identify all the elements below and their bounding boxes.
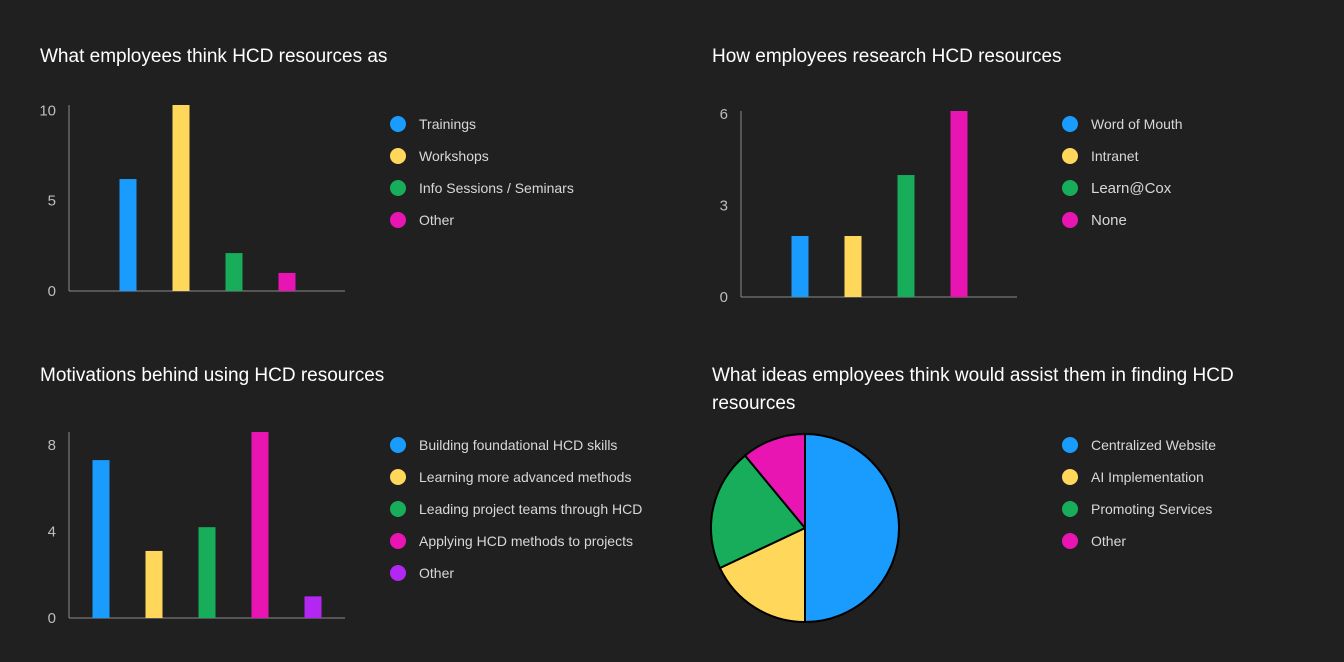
- legend-label: Applying HCD methods to projects: [419, 533, 633, 549]
- legend-label: Word of Mouth: [1091, 116, 1183, 132]
- legend-item-learn-at-cox: Learn@Cox: [1062, 172, 1183, 204]
- legend-item-advanced-methods: Learning more advanced methods: [390, 461, 642, 493]
- bar-info-sessions-seminars: [225, 253, 243, 291]
- legend-item-foundational-skills: Building foundational HCD skills: [390, 429, 642, 461]
- legend-item-centralized-website: Centralized Website: [1062, 429, 1216, 461]
- legend-item-promoting-services: Promoting Services: [1062, 493, 1216, 525]
- legend-label: Building foundational HCD skills: [419, 437, 618, 453]
- legend-swatch-purple: [390, 565, 406, 581]
- chart-panel-assist-ideas: What ideas employees think would assist …: [672, 331, 1344, 662]
- legend-swatch-magenta: [1062, 212, 1078, 228]
- legend-swatch-blue: [390, 116, 406, 132]
- chart-title: Motivations behind using HCD resources: [40, 365, 385, 386]
- legend-swatch-green: [390, 180, 406, 196]
- chart-legend: Centralized Website AI Implementation Pr…: [1062, 429, 1216, 557]
- bar-none: [950, 111, 968, 297]
- chart-panel-research-channels: How employees research HCD resources 0 3 6…: [672, 0, 1344, 331]
- y-tick-label: 4: [48, 523, 56, 540]
- bar-chart-motivations: 0 4 8: [48, 432, 345, 627]
- bar-intranet: [844, 236, 862, 297]
- legend-item-workshops: Workshops: [390, 140, 574, 172]
- pie-slice-promoting-services: [710, 454, 806, 570]
- legend-label: Other: [419, 565, 455, 581]
- legend-label: Other: [1091, 533, 1127, 549]
- y-tick-label: 6: [720, 106, 728, 123]
- pie-chart-assist-ideas: [710, 433, 900, 623]
- y-tick-label: 0: [48, 283, 56, 300]
- chart-legend: Building foundational HCD skills Learnin…: [390, 429, 642, 589]
- chart-legend: Trainings Workshops Info Sessions / Semi…: [390, 108, 574, 236]
- legend-item-applying-methods: Applying HCD methods to projects: [390, 525, 642, 557]
- bar-trainings: [119, 179, 137, 291]
- legend-swatch-green: [1062, 180, 1078, 196]
- legend-label: Centralized Website: [1091, 437, 1217, 453]
- legend-swatch-blue: [390, 437, 406, 453]
- bar-chart-research-channels: 0 3 6: [720, 106, 1017, 306]
- pie-slice-centralized-website: [804, 433, 900, 623]
- bar-applying-hcd-methods-to-projects: [251, 432, 269, 618]
- legend-label: AI Implementation: [1091, 469, 1204, 485]
- bar-other: [278, 272, 296, 291]
- y-tick-label: 3: [720, 198, 728, 215]
- legend-swatch-yellow: [1062, 469, 1078, 485]
- bar-chart-employee-perception: 0 5 10: [39, 102, 345, 300]
- legend-swatch-magenta: [1062, 533, 1078, 549]
- legend-swatch-green: [1062, 501, 1078, 517]
- chart-title: How employees research HCD resources: [712, 46, 1062, 67]
- legend-label: Trainings: [419, 116, 477, 132]
- legend-swatch-green: [390, 501, 406, 517]
- y-tick-label: 0: [48, 610, 56, 627]
- bar-building-foundational-hcd-skills: [92, 460, 110, 618]
- legend-swatch-yellow: [1062, 148, 1078, 164]
- legend-swatch-yellow: [390, 148, 406, 164]
- y-tick-label: 8: [48, 437, 56, 454]
- legend-item-leading-teams: Leading project teams through HCD: [390, 493, 642, 525]
- legend-label: Workshops: [419, 148, 489, 164]
- legend-item-other: Other: [390, 557, 642, 589]
- chart-title: What ideas employees think would assist …: [712, 365, 1234, 414]
- legend-label: Promoting Services: [1091, 501, 1213, 517]
- bar-word-of-mouth: [791, 236, 809, 297]
- bar-learn-cox: [897, 175, 915, 297]
- legend-swatch-magenta: [390, 212, 406, 228]
- y-tick-label: 10: [39, 102, 56, 119]
- legend-label: Leading project teams through HCD: [419, 501, 643, 517]
- chart-legend: Word of Mouth Intranet Learn@Cox None: [1062, 108, 1183, 236]
- legend-item-none: None: [1062, 204, 1183, 236]
- chart-panel-employee-perception: What employees think HCD resources as 0 5…: [0, 0, 672, 331]
- pie-slice-ai-implementation: [718, 527, 806, 623]
- bar-leading-project-teams-through-hcd: [198, 527, 216, 618]
- legend-label: Other: [419, 212, 455, 228]
- bar-workshops: [172, 105, 190, 291]
- legend-item-intranet: Intranet: [1062, 140, 1183, 172]
- chart-title: What employees think HCD resources as: [40, 46, 388, 67]
- legend-item-ai-implementation: AI Implementation: [1062, 461, 1216, 493]
- bar-other: [304, 596, 322, 618]
- legend-swatch-blue: [1062, 437, 1078, 453]
- legend-item-trainings: Trainings: [390, 108, 574, 140]
- legend-label: Info Sessions / Seminars: [419, 180, 574, 196]
- legend-item-other: Other: [1062, 525, 1216, 557]
- bar-learning-more-advanced-methods: [145, 550, 163, 618]
- legend-label: None: [1091, 211, 1127, 229]
- legend-item-info-sessions: Info Sessions / Seminars: [390, 172, 574, 204]
- legend-label: Intranet: [1091, 148, 1139, 164]
- y-tick-label: 5: [48, 193, 56, 210]
- legend-label: Learning more advanced methods: [419, 469, 632, 485]
- legend-swatch-yellow: [390, 469, 406, 485]
- legend-swatch-magenta: [390, 533, 406, 549]
- legend-swatch-blue: [1062, 116, 1078, 132]
- pie-slice-other: [744, 433, 806, 529]
- legend-item-other: Other: [390, 204, 574, 236]
- y-tick-label: 0: [720, 289, 728, 306]
- legend-item-word-of-mouth: Word of Mouth: [1062, 108, 1183, 140]
- chart-panel-motivations: Motivations behind using HCD resources 0…: [0, 331, 672, 662]
- legend-label: Learn@Cox: [1091, 179, 1172, 197]
